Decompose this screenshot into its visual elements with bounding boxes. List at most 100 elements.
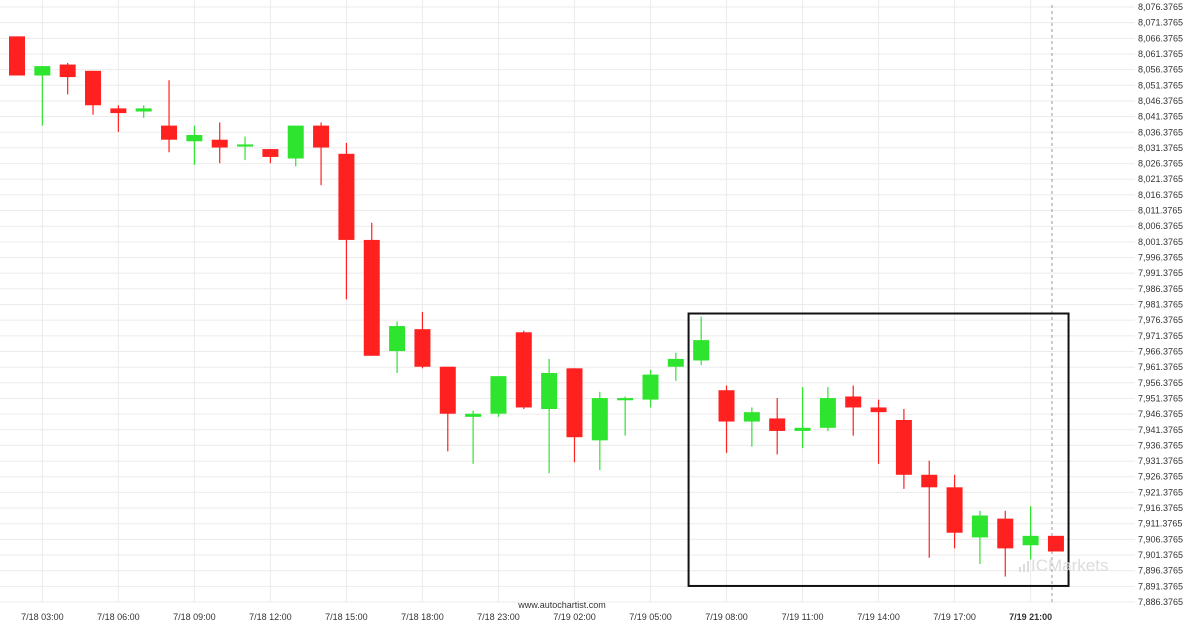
candle-bullish: [186, 125, 203, 165]
pattern-rectangle: [687, 312, 1070, 587]
candle-bearish: [946, 474, 963, 549]
candle-body: [617, 398, 634, 401]
y-tick-label: 7,951.3765: [1138, 393, 1183, 403]
candle-bearish: [211, 122, 228, 164]
candle-body: [769, 418, 786, 431]
candle-bearish: [313, 122, 330, 186]
y-tick-label: 8,026.3765: [1138, 159, 1183, 169]
candle-bullish: [642, 369, 659, 408]
candle-bullish: [34, 66, 51, 126]
y-tick-label: 8,016.3765: [1138, 190, 1183, 200]
candle-body: [262, 149, 279, 157]
candle-bearish: [769, 398, 786, 455]
candle-body: [515, 332, 532, 408]
candle-bearish: [566, 368, 583, 463]
candle-bearish: [59, 62, 76, 95]
y-tick-label: 7,896.3765: [1138, 566, 1183, 576]
candle-bearish: [845, 385, 862, 436]
y-tick-label: 7,931.3765: [1138, 456, 1183, 466]
y-tick-label: 8,046.3765: [1138, 96, 1183, 106]
x-tick-label: 7/18 09:00: [173, 612, 216, 622]
candle-body: [1047, 535, 1064, 552]
candle-bearish: [85, 70, 102, 115]
candle-body: [34, 66, 51, 76]
y-tick-label: 8,071.3765: [1138, 18, 1183, 28]
y-tick-label: 8,076.3765: [1138, 2, 1183, 12]
y-tick-label: 8,001.3765: [1138, 237, 1183, 247]
candle-body: [211, 139, 228, 148]
candle-body: [338, 153, 355, 240]
candle-body: [186, 135, 203, 142]
candle-body: [794, 427, 811, 431]
y-axis: 8,076.3765 8,071.3765 8,066.3765 8,061.3765…: [1138, 2, 1183, 607]
candle-bearish: [161, 80, 178, 153]
candle-bearish: [718, 385, 735, 453]
y-tick-label: 8,006.3765: [1138, 221, 1183, 231]
candle-bullish: [1022, 506, 1039, 560]
candle-body: [718, 390, 735, 422]
y-tick-label: 8,056.3765: [1138, 65, 1183, 75]
candle-bullish: [819, 387, 836, 431]
candle-bullish: [490, 376, 507, 417]
y-tick-label: 7,911.3765: [1138, 519, 1182, 529]
brand-logo: ICMarkets: [1019, 556, 1108, 575]
x-axis: 7/18 03:00 7/18 06:00 7/18 09:00 7/18 12:00…: [21, 612, 1052, 622]
candle-bullish: [541, 358, 558, 474]
candle-bullish: [667, 352, 684, 381]
y-tick-label: 7,976.3765: [1138, 315, 1183, 325]
candle-body: [541, 373, 558, 410]
candle-bearish: [921, 460, 938, 558]
candle-bullish: [971, 510, 988, 565]
candle-body: [819, 398, 836, 428]
candle-bearish: [338, 142, 355, 300]
x-tick-label: 7/19 17:00: [933, 612, 976, 622]
candle-bullish: [743, 407, 760, 447]
x-tick-label: 7/19 11:00: [782, 612, 824, 622]
y-tick-label: 8,031.3765: [1138, 143, 1183, 153]
y-tick-label: 7,941.3765: [1138, 425, 1183, 435]
candle-body: [870, 407, 887, 413]
candle-body: [161, 125, 178, 140]
candle-bullish: [237, 136, 254, 161]
x-tick-label: 7/19 14:00: [857, 612, 900, 622]
candle-body: [895, 419, 912, 475]
candle-body: [237, 144, 254, 147]
candle-bullish: [135, 105, 152, 118]
y-tick-label: 8,021.3765: [1138, 174, 1183, 184]
candle-body: [490, 376, 507, 414]
candle-bearish: [262, 149, 279, 164]
y-tick-label: 8,036.3765: [1138, 127, 1183, 137]
candle-bullish: [465, 410, 482, 464]
x-tick-label: 7/18 15:00: [325, 612, 368, 622]
y-tick-label: 7,961.3765: [1138, 362, 1183, 372]
candle-body: [566, 368, 583, 438]
y-tick-label: 7,901.3765: [1138, 550, 1183, 560]
candle-body: [363, 239, 380, 356]
x-tick-label: 7/19 08:00: [705, 612, 748, 622]
grid-lines: [0, 0, 1135, 603]
candle-bearish: [439, 366, 456, 452]
x-tick-label: 7/18 06:00: [97, 612, 140, 622]
candle-body: [845, 396, 862, 408]
candle-bullish: [591, 391, 608, 471]
candle-bearish: [414, 311, 431, 369]
candle-body: [389, 326, 406, 352]
y-tick-label: 7,916.3765: [1138, 503, 1183, 513]
y-tick-label: 8,066.3765: [1138, 33, 1183, 43]
y-tick-label: 8,061.3765: [1138, 49, 1183, 59]
y-tick-label: 7,891.3765: [1138, 581, 1183, 591]
candle-body: [642, 374, 659, 400]
candle-bullish: [287, 125, 304, 167]
candle-body: [287, 125, 304, 159]
candle-body: [946, 487, 963, 533]
candle-bearish: [515, 330, 532, 410]
candle-body: [135, 108, 152, 112]
candle-body: [997, 518, 1014, 549]
candle-body: [9, 36, 25, 76]
candle-body: [693, 340, 710, 361]
x-tick-label: 7/19 21:00: [1009, 612, 1052, 622]
y-tick-label: 7,996.3765: [1138, 253, 1183, 263]
candle-bullish: [389, 321, 406, 374]
candle-body: [921, 474, 938, 488]
